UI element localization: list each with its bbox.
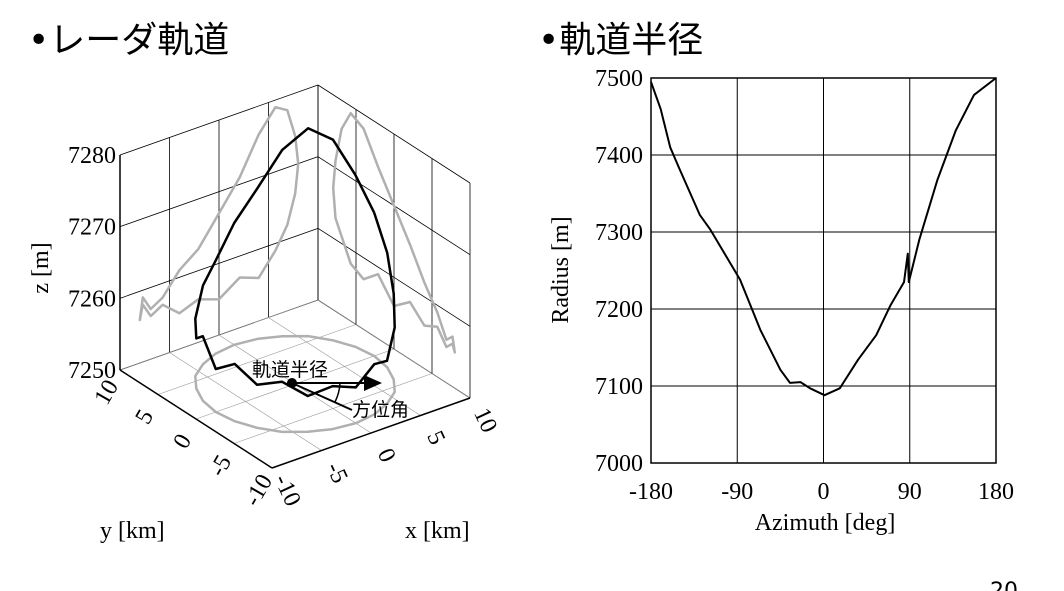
floor-projection <box>194 334 396 434</box>
z-axis-label: z [m] <box>28 242 54 293</box>
y-tick-label: 7200 <box>595 297 643 323</box>
chart-title: •レーダ軌道 <box>28 20 229 61</box>
y-tick-label: 0 <box>169 430 198 453</box>
center-dot <box>287 378 297 388</box>
wall-projection <box>138 105 300 322</box>
grid-line <box>157 324 357 395</box>
x-tick-label: -10 <box>269 470 306 510</box>
annotation-group: 軌道半径 方位角 <box>252 359 409 421</box>
annotation: 軌道半径 <box>252 359 328 381</box>
x-tick-label: 0 <box>372 444 401 466</box>
y-tick-label: 7000 <box>595 451 643 477</box>
y-axis-label: y [km] <box>100 518 165 544</box>
y-tick-label: -5 <box>205 451 238 481</box>
x-axis-label: Azimuth [deg] <box>755 510 896 536</box>
grid-line <box>119 299 319 371</box>
annotation: 方位角 <box>352 399 409 421</box>
x-tick-label: 10 <box>468 404 502 437</box>
x-tick-label: 0 <box>818 479 830 505</box>
arrowhead <box>364 375 382 391</box>
chart-title: •軌道半径 <box>538 20 703 61</box>
y-tick-label: -10 <box>240 470 279 511</box>
y-tick-label: 7300 <box>595 220 643 246</box>
x-tick-label: -90 <box>721 479 753 505</box>
page-number: 20 <box>990 579 1018 591</box>
x-axis-label: x [km] <box>405 518 470 544</box>
plot-frame <box>650 77 997 464</box>
x-tick-label: -180 <box>629 479 673 505</box>
x-axis <box>271 397 471 469</box>
x-tick-label: 90 <box>898 479 922 505</box>
z-tick-label: 7260 <box>68 286 116 312</box>
x-tick-label: 180 <box>978 479 1014 505</box>
y-tick-label: 7100 <box>595 374 643 400</box>
z-tick-label: 7280 <box>68 143 116 169</box>
grid-line <box>233 373 433 444</box>
y-tick-label: 7500 <box>595 66 643 92</box>
z-tick-label: 7250 <box>68 358 116 384</box>
angle-arc <box>334 382 341 403</box>
azimuth-line <box>291 382 353 411</box>
y-tick-label: 5 <box>131 405 160 428</box>
y-tick-label: 7400 <box>595 143 643 169</box>
data-line <box>650 77 997 397</box>
y-axis <box>119 369 273 469</box>
y-axis-label: Radius [m] <box>548 216 574 323</box>
trajectory-line <box>194 127 396 398</box>
z-tick-label: 7270 <box>68 215 116 241</box>
x-tick-label: -5 <box>321 458 353 487</box>
x-tick-label: 5 <box>421 427 450 449</box>
